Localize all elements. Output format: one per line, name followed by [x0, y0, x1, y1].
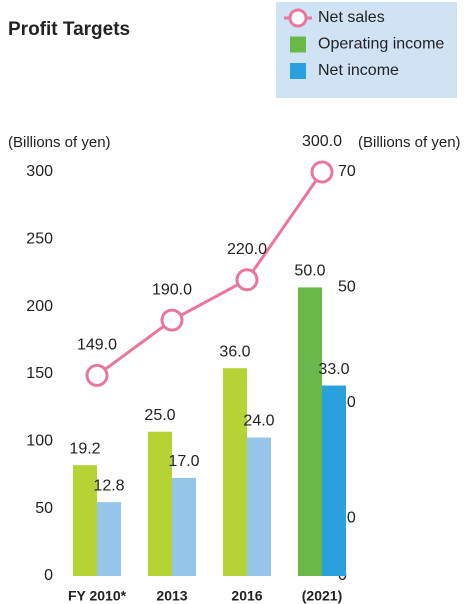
legend-swatch: [290, 36, 306, 53]
y-tick-label: 50: [35, 500, 53, 517]
y-tick-label: 100: [26, 433, 53, 450]
legend-swatch: [290, 63, 306, 79]
y-tick-label: 0: [44, 567, 53, 584]
x-tick-label: 2013: [156, 588, 187, 604]
legend-label: Net sales: [318, 9, 385, 26]
data-label: 300.0: [302, 133, 342, 150]
bar: [322, 385, 346, 576]
bar: [298, 287, 322, 576]
bar: [73, 465, 97, 576]
y2-axis-label: (Billions of yen): [358, 134, 461, 151]
y2-tick-label: 50: [338, 279, 356, 296]
y-tick-label: 150: [26, 365, 53, 382]
legend-marker: [288, 8, 308, 28]
line-marker: [85, 363, 109, 387]
x-tick-label: FY 2010*: [68, 588, 127, 604]
x-tick-label: 2016: [231, 588, 262, 604]
data-label: 50.0: [294, 263, 325, 280]
data-label: 36.0: [219, 343, 250, 360]
x-tick-label: (2021): [302, 588, 342, 604]
data-label: 190.0: [152, 281, 192, 298]
line-marker: [310, 160, 334, 184]
data-label: 25.0: [144, 407, 175, 424]
bar: [247, 437, 271, 576]
data-label: 149.0: [77, 337, 117, 354]
y-axis-label: (Billions of yen): [8, 134, 111, 151]
bar: [148, 431, 172, 576]
y-tick-label: 200: [26, 298, 53, 315]
chart-title: Profit Targets: [8, 19, 130, 40]
line: [96, 171, 324, 377]
data-label: 24.0: [243, 413, 274, 430]
line-marker: [160, 308, 184, 332]
data-label: 12.8: [93, 477, 124, 494]
legend-label: Operating income: [318, 36, 444, 53]
y-tick-label: 300: [26, 163, 53, 180]
data-label: 33.0: [318, 361, 349, 378]
bar: [223, 368, 247, 576]
line-marker: [235, 268, 259, 292]
data-label: 19.2: [69, 440, 100, 457]
legend-label: Net income: [318, 62, 399, 79]
data-label: 17.0: [168, 453, 199, 470]
data-label: 220.0: [227, 241, 267, 258]
y-tick-label: 250: [26, 231, 53, 248]
y2-tick-label: 70: [338, 163, 356, 180]
bar: [97, 502, 121, 576]
bar: [172, 477, 196, 576]
